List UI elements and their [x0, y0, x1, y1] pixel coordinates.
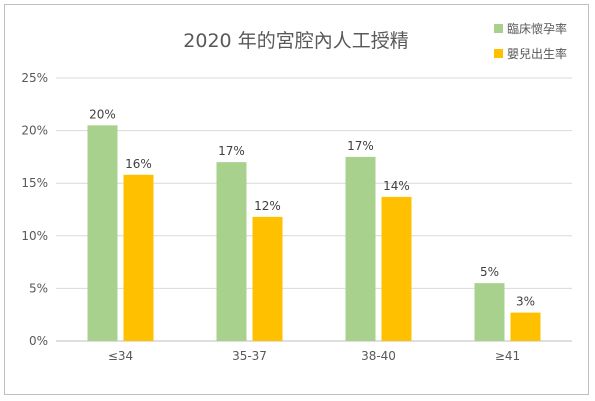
legend-label-series-1: 臨床懷孕率	[507, 21, 567, 36]
data-label: 5%	[480, 265, 499, 279]
data-label: 17%	[347, 139, 374, 153]
bar-series-2-0	[123, 174, 154, 341]
bar-series-1-3	[474, 283, 505, 341]
bars	[87, 125, 541, 341]
legend-swatch-series-1	[494, 24, 503, 33]
data-label: 14%	[383, 179, 410, 193]
data-label: 16%	[125, 157, 152, 171]
data-label: 17%	[218, 144, 245, 158]
data-label: 20%	[89, 107, 116, 121]
y-tick-labels: 0% 5% 10% 15% 20% 25%	[21, 71, 48, 348]
data-label: 12%	[254, 199, 281, 213]
y-tick-label: 5%	[29, 281, 48, 295]
y-tick-label: 20%	[21, 124, 48, 138]
x-tick-label: ≥41	[495, 349, 520, 363]
x-tick-labels: ≤34 35-37 38-40 ≥41	[108, 349, 520, 363]
y-tick-label: 25%	[21, 71, 48, 85]
legend-swatch-series-2	[494, 49, 503, 58]
data-label: 3%	[516, 295, 535, 309]
bar-series-2-2	[381, 196, 412, 341]
bar-series-2-1	[252, 216, 283, 341]
bar-series-1-1	[216, 162, 247, 341]
x-tick-label: 38-40	[361, 349, 396, 363]
bar-series-2-3	[510, 312, 541, 341]
y-tick-label: 10%	[21, 229, 48, 243]
bar-series-1-0	[87, 125, 118, 341]
legend: 臨床懷孕率 嬰兒出生率	[494, 21, 567, 61]
data-labels: 20% 16% 17% 12% 17% 14% 5% 3%	[89, 107, 535, 308]
x-tick-label: 35-37	[232, 349, 267, 363]
x-tick-label: ≤34	[108, 349, 133, 363]
y-tick-label: 0%	[29, 334, 48, 348]
bar-series-1-2	[345, 156, 376, 341]
chart-title: 2020 年的宮腔內人工授精	[183, 30, 408, 52]
y-tick-label: 15%	[21, 176, 48, 190]
legend-label-series-2: 嬰兒出生率	[507, 46, 567, 61]
